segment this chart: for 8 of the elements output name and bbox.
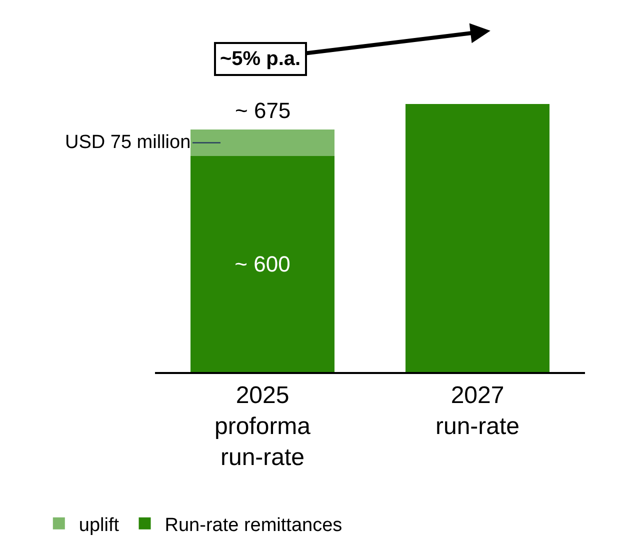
text: ~5% p.a. xyxy=(220,48,301,70)
annotation: USD 75 million xyxy=(65,132,191,153)
total-label: ~ 675 xyxy=(235,98,291,123)
x-tick-label: 2025 proforma run-rate xyxy=(214,382,312,472)
legend-label: uplift xyxy=(78,514,120,536)
legend-label: Run-rate remittances xyxy=(164,514,342,536)
data-label: ~ 600 xyxy=(234,252,290,277)
x-tick-label: 2027 run-rate xyxy=(435,382,520,440)
